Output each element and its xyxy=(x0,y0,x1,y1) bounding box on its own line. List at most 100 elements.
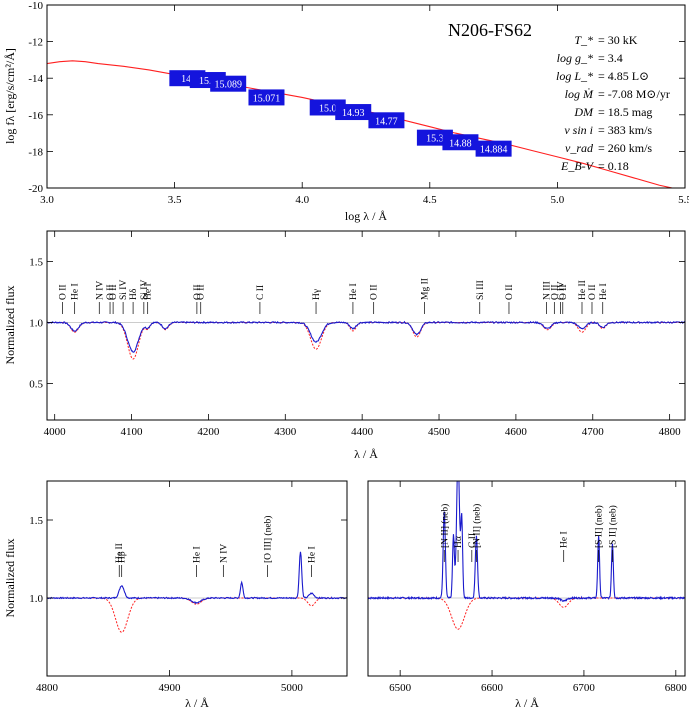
line-id-label: O II xyxy=(197,284,207,300)
parameter-value: = 4.85 L⊙ xyxy=(598,69,649,83)
parameter-value: = -7.08 M⊙/yr xyxy=(598,87,670,101)
x-tick-label: 3.5 xyxy=(168,194,182,206)
hbeta-xlabel: λ / Å xyxy=(185,696,209,710)
photometry-label: 14.884 xyxy=(480,145,508,156)
observed-spectrum xyxy=(47,551,347,605)
y-tick-label: 0.5 xyxy=(29,378,43,390)
model-spectrum xyxy=(368,597,685,630)
halpha-frame xyxy=(367,480,686,677)
photometry-box xyxy=(442,134,479,151)
sed-panel: 14. 15.115.089 15.071 15.0 14.93 14.77 15.3 14.… xyxy=(3,0,689,223)
y-tick-label: -10 xyxy=(28,0,43,12)
line-id-label: N III xyxy=(543,281,553,300)
parameter-name: E_B-V xyxy=(560,159,595,173)
x-tick-label: 4.5 xyxy=(423,194,437,206)
x-tick-label: 6800 xyxy=(665,682,688,694)
x-tick-label: 4100 xyxy=(121,426,144,438)
x-tick-label: 4300 xyxy=(274,426,297,438)
line-id-label: He I xyxy=(349,283,359,300)
line-id-label: He I xyxy=(144,283,154,300)
parameter-value: = 260 km/s xyxy=(598,141,652,155)
line-id-label: [N II] (neb) xyxy=(471,504,482,548)
y-tick-label: 1.5 xyxy=(29,515,43,527)
y-tick-label: -18 xyxy=(28,146,43,158)
observed-spectrum xyxy=(368,481,685,602)
line-id-label: C II xyxy=(256,285,266,300)
parameter-value: = 0.18 xyxy=(598,159,629,173)
hbeta-frame xyxy=(46,480,348,677)
photometry-label: 14. xyxy=(181,74,194,85)
blue-panel: 4000 4100 4200 4300 4400 4500 4600 4700 4800 0.5 1… xyxy=(3,230,686,461)
line-id-label: [O III] (neb) xyxy=(262,516,273,563)
line-id-label: He II xyxy=(578,280,588,300)
line-id-label: Si IV xyxy=(140,280,150,300)
line-id-label: [S II] (neb) xyxy=(607,505,618,548)
x-tick-label: 4500 xyxy=(428,426,451,438)
parameter-list: T_* = 30 kK log g_* = 3.4 log L_* = 4.85 L⊙ lo… xyxy=(556,33,670,173)
x-tick-label: 5000 xyxy=(281,682,304,694)
line-id-label: [S II] (neb) xyxy=(594,505,605,548)
line-id-label: O II xyxy=(559,284,569,300)
line-id-label: He I xyxy=(560,531,570,548)
line-id-label: O II xyxy=(106,284,116,300)
x-tick-label: 3.0 xyxy=(40,194,54,206)
photometry-label: 15.3 xyxy=(426,134,444,145)
x-tick-label: 4800 xyxy=(659,426,682,438)
y-tick-label: 1.0 xyxy=(29,593,43,605)
line-id-label: Hδ xyxy=(129,288,139,300)
sed-xlabel: log λ / Å xyxy=(345,209,387,223)
x-tick-label: 4800 xyxy=(36,682,59,694)
sed-ylabel: log fλ [erg/s/cm²/Å] xyxy=(3,48,17,144)
y-tick-label: -12 xyxy=(28,37,43,49)
line-id-label: C II xyxy=(468,533,478,548)
x-tick-label: 4700 xyxy=(582,426,605,438)
parameter-value: = 3.4 xyxy=(598,51,623,65)
photometry-label: 15.071 xyxy=(253,93,281,104)
y-tick-label: -16 xyxy=(28,110,43,122)
line-id-label: O II xyxy=(550,284,560,300)
photometry-box xyxy=(475,140,512,157)
parameter-value: = 383 km/s xyxy=(598,123,652,137)
y-tick-label: 1.0 xyxy=(29,317,43,329)
x-tick-label: 4200 xyxy=(197,426,220,438)
parameter-name: T_* xyxy=(574,33,593,47)
line-id-label: Mg II xyxy=(420,278,430,300)
halpha-panel: 6500 6600 6700 6800 [N II] (neb) Hα C II[N II… xyxy=(367,480,688,710)
x-tick-label: 4600 xyxy=(505,426,528,438)
line-id-label: He I xyxy=(192,546,202,563)
x-tick-label: 6600 xyxy=(481,682,504,694)
photometry-label: 15.1 xyxy=(199,76,217,87)
parameter-name: v_rad xyxy=(565,141,594,155)
line-id-label: Hγ xyxy=(312,289,322,300)
blue-frame xyxy=(46,230,686,421)
line-id-label: O II xyxy=(370,284,380,300)
parameter-value: = 18.5 mag xyxy=(598,105,652,119)
parameter-name: log g_* xyxy=(557,51,593,65)
x-tick-label: 4900 xyxy=(158,682,181,694)
line-id-label: Si III xyxy=(476,280,486,300)
observed-spectrum xyxy=(47,320,685,353)
figure-title: N206-FS62 xyxy=(448,20,532,40)
x-tick-label: 4400 xyxy=(351,426,374,438)
sed-frame xyxy=(46,4,686,189)
halpha-xlabel: λ / Å xyxy=(515,696,539,710)
line-id-label: O II xyxy=(58,284,68,300)
parameter-name: DM xyxy=(573,105,594,119)
parameter-name: log Ṁ xyxy=(565,87,594,101)
line-id-label: He I xyxy=(71,283,81,300)
line-id-label: [N II] (neb) xyxy=(439,504,450,548)
photometry-label: 15.089 xyxy=(214,80,242,91)
x-tick-label: 6700 xyxy=(573,682,596,694)
x-tick-label: 5.0 xyxy=(551,194,565,206)
line-id-label: N IV xyxy=(95,281,105,300)
x-tick-label: 4.0 xyxy=(295,194,309,206)
line-id-label: O II xyxy=(109,284,119,300)
y-tick-label: 1.5 xyxy=(29,256,43,268)
line-id-label: He I xyxy=(599,283,609,300)
hbeta-ylabel: Normalized flux xyxy=(3,539,17,618)
parameter-value: = 30 kK xyxy=(598,33,638,47)
line-id-label: N IV xyxy=(219,544,229,563)
model-spectrum xyxy=(47,321,685,360)
